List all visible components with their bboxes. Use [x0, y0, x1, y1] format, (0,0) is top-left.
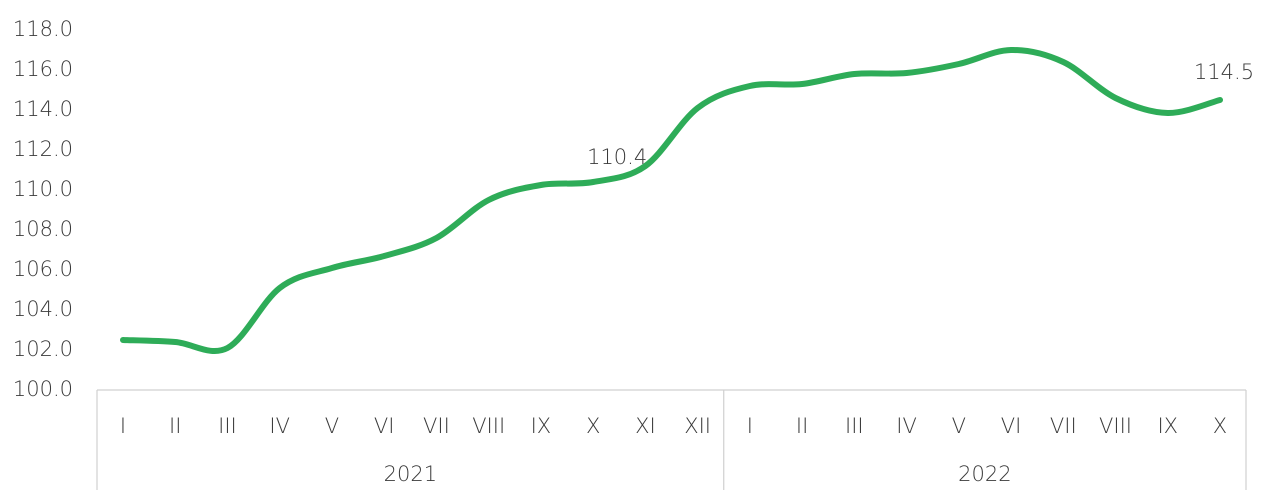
y-tick-label: 114.0 — [13, 97, 73, 121]
x-tick-label: III — [845, 414, 864, 438]
x-tick-label: VII — [423, 414, 450, 438]
x-tick-label: VIII — [472, 414, 505, 438]
x-tick-label: XII — [684, 414, 711, 438]
x-tick-label: VIII — [1099, 414, 1132, 438]
x-tick-label: IV — [269, 414, 290, 438]
x-tick-label: VI — [1001, 414, 1022, 438]
x-tick-label: VI — [374, 414, 395, 438]
y-tick-label: 100.0 — [13, 377, 73, 401]
x-tick-label: II — [169, 414, 181, 438]
x-tick-label: II — [796, 414, 808, 438]
y-tick-label: 102.0 — [13, 337, 73, 361]
x-tick-label: I — [747, 414, 753, 438]
x-tick-label: I — [120, 414, 126, 438]
data-label: 114.5 — [1194, 60, 1254, 84]
y-tick-label: 116.0 — [13, 57, 73, 81]
y-tick-label: 108.0 — [13, 217, 73, 241]
x-tick-label: V — [325, 414, 339, 438]
x-tick-label: IX — [531, 414, 552, 438]
data-label: 110.4 — [587, 145, 647, 169]
group-label: 2022 — [958, 462, 1011, 486]
x-tick-label: X — [1213, 414, 1227, 438]
x-tick-label: X — [586, 414, 600, 438]
x-tick-label: III — [218, 414, 237, 438]
y-tick-label: 106.0 — [13, 257, 73, 281]
group-label: 2021 — [384, 462, 437, 486]
x-tick-label: IV — [896, 414, 917, 438]
x-tick-label: IX — [1157, 414, 1178, 438]
x-tick-label: VII — [1050, 414, 1077, 438]
y-tick-label: 118.0 — [13, 17, 73, 41]
x-tick-label: XI — [635, 414, 656, 438]
y-tick-label: 110.0 — [13, 177, 73, 201]
y-tick-label: 112.0 — [13, 137, 73, 161]
line — [120, 46, 1223, 355]
x-tick-label: V — [952, 414, 966, 438]
y-tick-label: 104.0 — [13, 297, 73, 321]
